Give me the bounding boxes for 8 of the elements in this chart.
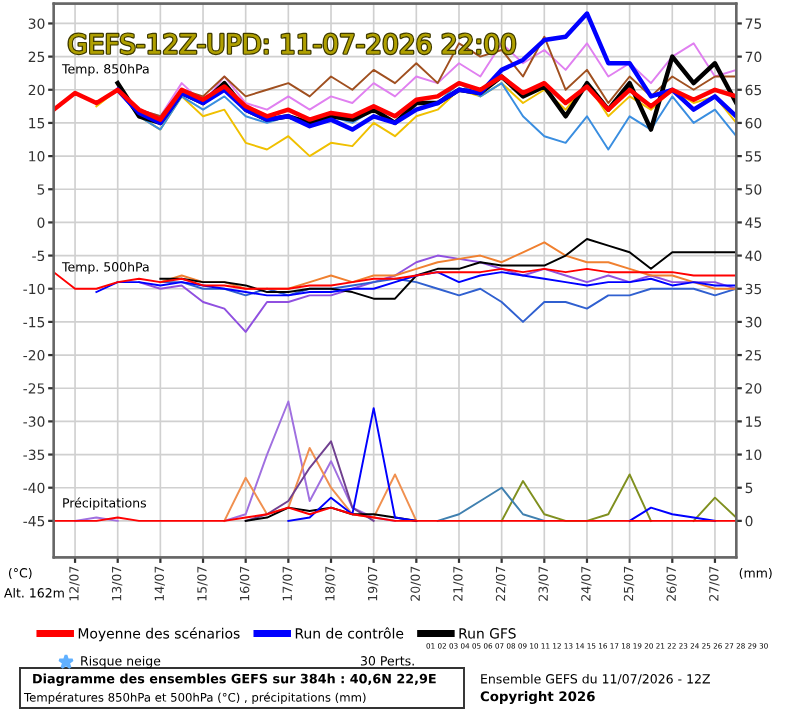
- line-series: [53, 506, 737, 522]
- line-series: [436, 486, 546, 522]
- line-series: [159, 277, 737, 323]
- line-series: [95, 271, 737, 297]
- line-series: [244, 440, 375, 522]
- line-series: [159, 238, 737, 300]
- text: GEFS-12Z-UPD: 11-07-2026 22:00: [68, 33, 516, 54]
- line-series: [53, 74, 737, 122]
